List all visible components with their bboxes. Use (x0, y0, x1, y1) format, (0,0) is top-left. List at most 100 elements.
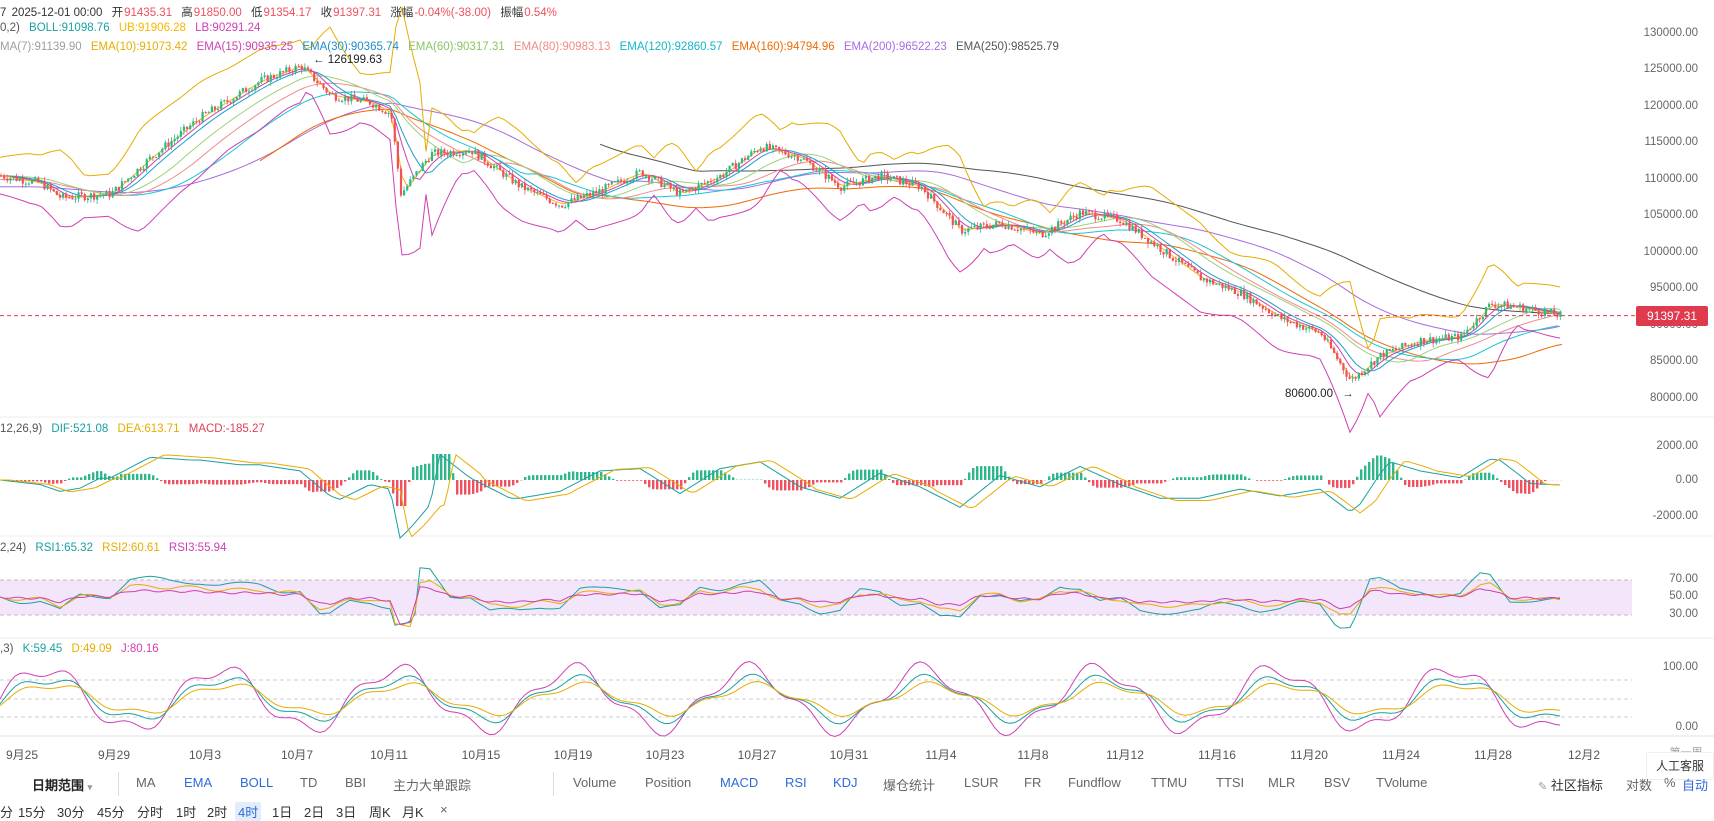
macd-bar (408, 480, 410, 482)
macd-bar (1104, 480, 1106, 488)
candle-body (329, 93, 331, 94)
main-indicator-ema[interactable]: EMA (184, 775, 212, 790)
candle-body (1324, 335, 1326, 340)
macd-bar (544, 475, 546, 480)
macd-bar (188, 480, 190, 484)
sub-indicator-ttsi[interactable]: TTSI (1216, 775, 1244, 790)
timeframe-option[interactable]: 月K (402, 802, 424, 821)
candle-body (853, 181, 855, 183)
moving-average-line (0, 69, 1560, 374)
sub-indicator-ttmu[interactable]: TTMU (1151, 775, 1187, 790)
candle-body (1494, 305, 1496, 308)
main-indicator-whale-tracking[interactable]: 主力大单跟踪 (393, 775, 471, 794)
sub-indicator-tvolume[interactable]: TVolume (1376, 775, 1427, 790)
sub-indicator-bsv[interactable]: BSV (1324, 775, 1350, 790)
timeframe-option[interactable]: 2日 (304, 802, 324, 821)
macd-bar (1216, 474, 1218, 480)
sub-indicator-fundflow[interactable]: Fundflow (1068, 775, 1121, 790)
timeframe-option[interactable]: 分时 (137, 802, 163, 821)
candle-body (1246, 293, 1248, 299)
timeframe-option-active[interactable]: 4时 (235, 802, 261, 821)
candle-body (1451, 336, 1453, 341)
candle-body (1361, 373, 1363, 375)
macd-bar (72, 477, 74, 480)
macd-bar (880, 470, 882, 480)
sub-indicator-liquidation-stats[interactable]: 爆仓统计 (883, 775, 935, 794)
candle-body (127, 178, 129, 181)
candle-body (930, 194, 932, 198)
timeframe-option[interactable]: 分 (0, 802, 13, 821)
chart-area[interactable]: 7 2025-12-01 00:00 开91435.31 高91850.00 低… (0, 0, 1714, 760)
candle-body (183, 127, 185, 131)
candle-body (1048, 233, 1050, 235)
main-indicator-bbi[interactable]: BBI (345, 775, 366, 790)
sub-indicator-macd[interactable]: MACD (720, 775, 758, 790)
main-indicator-td[interactable]: TD (300, 775, 317, 790)
candle-body (496, 165, 498, 166)
main-indicator-boll[interactable]: BOLL (240, 775, 273, 790)
candle-body (391, 113, 393, 119)
main-indicator-ma[interactable]: MA (136, 775, 156, 790)
ema250-value: EMA(250):98525.79 (956, 41, 1059, 53)
candlestick-chart[interactable] (0, 0, 1714, 760)
candle-body (50, 184, 52, 189)
macd-dif: DIF:521.08 (51, 423, 108, 435)
timeframe-option[interactable]: 3日 (336, 802, 356, 821)
candle-body (381, 111, 383, 112)
date-range-button[interactable]: 日期范围 ▾ (32, 775, 92, 794)
macd-bar (1228, 474, 1230, 480)
macd-bar (420, 465, 422, 480)
community-indicators-button[interactable]: ✎ 社区指标 (1538, 775, 1603, 794)
sub-indicator-position[interactable]: Position (645, 775, 691, 790)
sub-indicator-kdj[interactable]: KDJ (833, 775, 858, 790)
macd-bar (340, 480, 342, 486)
macd-bar (1080, 473, 1082, 480)
candle-body (474, 150, 476, 154)
candle-body (310, 69, 312, 72)
candle-body (822, 169, 824, 170)
log-scale-button[interactable]: 对数 (1626, 775, 1652, 794)
macd-bar (364, 470, 366, 480)
rsi-axis-label: 50.00 (1598, 590, 1698, 602)
ema-legend: MA(7):91139.90 EMA(10):91073.42 EMA(15):… (0, 41, 1065, 53)
candle-body (1504, 302, 1506, 306)
sub-indicator-volume[interactable]: Volume (573, 775, 616, 790)
macd-bar (652, 480, 654, 489)
candle-body (927, 192, 929, 199)
auto-scale-button[interactable]: 自动 (1682, 775, 1708, 794)
candle-body (1442, 338, 1444, 339)
sub-indicator-fr[interactable]: FR (1024, 775, 1041, 790)
macd-dea: DEA:613.71 (118, 423, 180, 435)
candle-body (1482, 317, 1484, 320)
timeframe-option[interactable]: 周K (369, 802, 391, 821)
timeframe-option[interactable]: 30分 (57, 802, 84, 821)
candle-body (40, 181, 42, 182)
timeframe-option[interactable]: 15分 (18, 802, 45, 821)
close-icon[interactable]: × (440, 802, 448, 817)
timeframe-option[interactable]: 45分 (97, 802, 124, 821)
macd-bar (1388, 458, 1390, 480)
time-axis-label: 11月28 (1474, 746, 1512, 763)
candle-body (942, 210, 944, 213)
timeframe-option[interactable]: 1时 (176, 802, 196, 821)
sub-indicator-rsi[interactable]: RSI (785, 775, 807, 790)
candle-body (112, 191, 114, 197)
sub-indicator-mlr[interactable]: MLR (1268, 775, 1295, 790)
percent-scale-button[interactable]: % (1664, 775, 1676, 790)
macd-bar (208, 480, 210, 484)
sub-indicator-lsur[interactable]: LSUR (964, 775, 999, 790)
candle-body (1547, 310, 1549, 312)
macd-bar (348, 477, 350, 480)
macd-bar (1272, 480, 1274, 481)
candle-body (1342, 363, 1344, 370)
macd-bar (1452, 480, 1454, 483)
candle-body (1206, 279, 1208, 283)
macd-bar (1052, 474, 1054, 480)
candle-body (896, 176, 898, 177)
timeframe-option[interactable]: 1日 (272, 802, 292, 821)
rsi-band (0, 580, 1632, 615)
timeframe-option[interactable]: 2时 (207, 802, 227, 821)
candle-body (549, 199, 551, 203)
time-axis-label: 10月11 (370, 746, 408, 763)
macd-bar (1240, 474, 1242, 480)
